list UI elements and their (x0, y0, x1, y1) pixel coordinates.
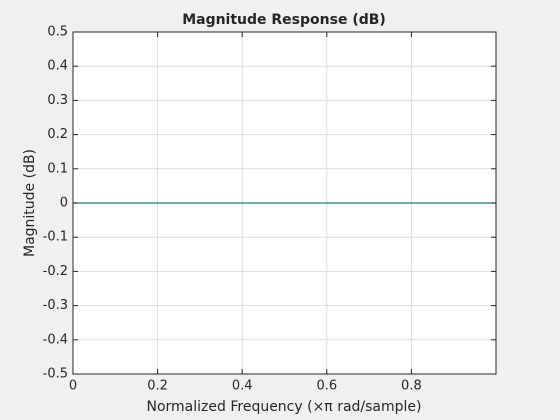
x-tick-label: 0.2 (147, 379, 168, 394)
y-tick-label: -0.1 (43, 230, 68, 245)
x-tick-label: 0.6 (316, 379, 337, 394)
y-tick-label: -0.5 (43, 367, 68, 382)
x-tick-label: 0.8 (401, 379, 422, 394)
y-tick-label: 0.1 (47, 161, 68, 176)
y-tick-label: 0.3 (47, 93, 68, 108)
y-tick-label: -0.4 (43, 332, 68, 347)
y-tick-label: -0.2 (43, 264, 68, 279)
y-axis-label: Magnitude (dB) (22, 149, 38, 257)
y-tick-label: -0.3 (43, 298, 68, 313)
chart-title: Magnitude Response (dB) (182, 12, 386, 28)
y-tick-label: 0.2 (47, 127, 68, 142)
y-tick-label: 0 (60, 196, 68, 211)
x-tick-label: 0 (69, 379, 77, 394)
x-axis-label: Normalized Frequency (×π rad/sample) (147, 399, 422, 415)
y-tick-label: 0.5 (47, 25, 68, 40)
x-tick-label: 0.4 (232, 379, 253, 394)
y-tick-label: 0.4 (47, 59, 68, 74)
